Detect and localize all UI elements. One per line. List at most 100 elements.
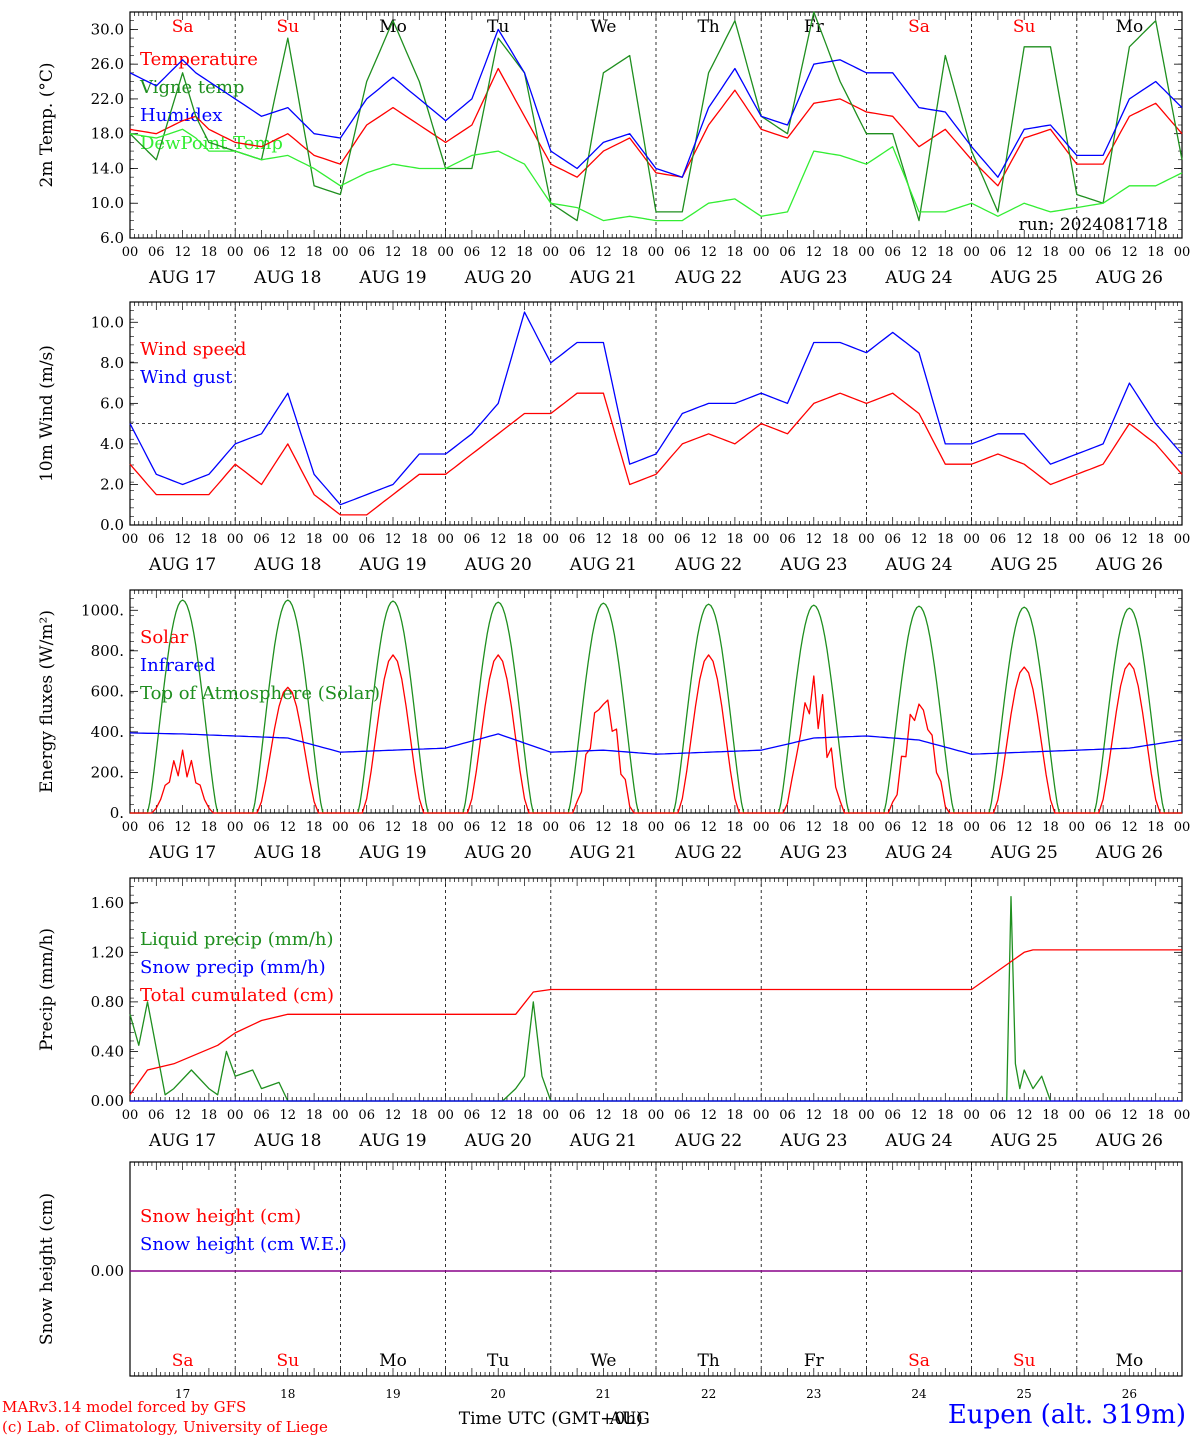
- hour-tick-label: 12: [595, 1108, 612, 1123]
- hour-tick-label: 00: [963, 245, 980, 260]
- hour-tick-label: 18: [832, 1108, 849, 1123]
- date-label: AUG 17: [148, 843, 216, 863]
- hour-tick-label: 12: [280, 532, 297, 547]
- hour-tick-label: 00: [332, 532, 349, 547]
- weekday-label: We: [590, 17, 616, 37]
- hour-tick-label: 18: [516, 1108, 533, 1123]
- hour-tick-label: 12: [700, 245, 717, 260]
- hour-tick-label: 00: [753, 1108, 770, 1123]
- hour-tick-label: 00: [648, 820, 665, 835]
- hour-tick-label: 00: [858, 1108, 875, 1123]
- y-tick-label: 2.0: [100, 475, 124, 493]
- hour-tick-label: 18: [727, 1108, 744, 1123]
- y-tick-label: 0.00: [91, 1262, 124, 1280]
- hour-tick-label: 00: [858, 820, 875, 835]
- run-label: run: 2024081718: [1019, 215, 1168, 235]
- legend-entry: Vigne temp: [139, 77, 244, 98]
- hour-tick-label: 18: [937, 1108, 954, 1123]
- hour-tick-label: 12: [1121, 532, 1138, 547]
- date-label: AUG 24: [884, 268, 952, 288]
- hour-tick-label: 18: [1042, 820, 1059, 835]
- hour-tick-label: 06: [358, 532, 375, 547]
- precip-series: [129, 895, 1052, 1102]
- y-tick-label: 6.0: [100, 394, 124, 412]
- hour-tick-label: 00: [543, 245, 560, 260]
- legend-entry: Wind speed: [140, 339, 246, 360]
- weekday-label: Th: [697, 1351, 719, 1371]
- hour-tick-label: 06: [884, 532, 901, 547]
- date-label: AUG 17: [148, 1131, 216, 1151]
- hour-tick-label: 00: [437, 820, 454, 835]
- hour-tick-label: 12: [806, 1108, 823, 1123]
- hour-tick-label: 00: [122, 532, 139, 547]
- date-label: AUG 24: [884, 843, 952, 863]
- hour-tick-label: 18: [832, 532, 849, 547]
- hour-tick-label: 18: [201, 245, 218, 260]
- y-tick-label: 400.: [91, 723, 124, 741]
- hour-tick-label: 12: [595, 820, 612, 835]
- hour-tick-label: 00: [1174, 532, 1191, 547]
- hour-tick-label: 18: [201, 532, 218, 547]
- hour-tick-label: 12: [700, 820, 717, 835]
- hour-tick-label: 06: [674, 1108, 691, 1123]
- hour-tick-label: 06: [253, 1108, 270, 1123]
- legend-entry: Total cumulated (cm): [140, 985, 334, 1006]
- date-label: AUG 19: [358, 268, 426, 288]
- y-tick-label: 14.0: [91, 159, 124, 177]
- hour-tick-label: 12: [385, 245, 402, 260]
- x-axis-title: Time UTC (GMT+0h): [459, 1409, 643, 1429]
- hour-tick-label: 12: [911, 820, 928, 835]
- hour-tick-label: 00: [1174, 1108, 1191, 1123]
- hour-tick-label: 00: [648, 245, 665, 260]
- hour-tick-label: 00: [858, 245, 875, 260]
- date-label: AUG 25: [990, 268, 1058, 288]
- hour-tick-label: 18: [727, 532, 744, 547]
- hour-tick-label: 18: [306, 820, 323, 835]
- hour-tick-label: 18: [727, 820, 744, 835]
- hour-tick-label: 18: [1042, 245, 1059, 260]
- hour-tick-label: 12: [385, 820, 402, 835]
- y-tick-label: 4.0: [100, 435, 124, 453]
- day-number: 25: [1017, 1387, 1032, 1401]
- hour-tick-label: 06: [884, 820, 901, 835]
- y-tick-label: 22.0: [91, 90, 124, 108]
- hour-tick-label: 00: [332, 245, 349, 260]
- day-number: 26: [1122, 1387, 1137, 1401]
- hour-tick-label: 06: [884, 245, 901, 260]
- hour-tick-label: 06: [148, 532, 165, 547]
- hour-tick-label: 06: [464, 820, 481, 835]
- hour-tick-label: 12: [280, 820, 297, 835]
- hour-tick-label: 12: [1016, 1108, 1033, 1123]
- hour-tick-label: 18: [201, 820, 218, 835]
- hour-tick-label: 00: [1069, 820, 1086, 835]
- date-label: AUG 17: [148, 555, 216, 575]
- y-tick-label: 0.80: [91, 993, 124, 1011]
- hour-tick-label: 18: [832, 245, 849, 260]
- day-number: 19: [385, 1387, 400, 1401]
- weekday-label: Th: [697, 17, 719, 37]
- hour-tick-label: 06: [779, 245, 796, 260]
- hour-tick-label: 12: [595, 245, 612, 260]
- hour-tick-label: 18: [727, 245, 744, 260]
- hour-tick-label: 00: [1069, 245, 1086, 260]
- y-tick-label: 8.0: [100, 354, 124, 372]
- legend-entry: Infrared: [140, 655, 215, 676]
- station-name: Eupen (alt. 319m): [947, 1400, 1186, 1430]
- day-number: 20: [491, 1387, 506, 1401]
- hour-tick-label: 12: [1016, 532, 1033, 547]
- hour-tick-label: 00: [122, 245, 139, 260]
- y-axis-title: Snow height (cm): [37, 1193, 57, 1345]
- hour-tick-label: 18: [306, 532, 323, 547]
- legend-entry: Temperature: [140, 49, 258, 70]
- legend-entry: Liquid precip (mm/h): [140, 929, 334, 950]
- hour-tick-label: 12: [700, 532, 717, 547]
- hour-tick-label: 06: [990, 820, 1007, 835]
- hour-tick-label: 06: [253, 532, 270, 547]
- hour-tick-label: 06: [358, 245, 375, 260]
- hour-tick-label: 00: [332, 820, 349, 835]
- date-label: AUG 25: [990, 1131, 1058, 1151]
- weekday-label: Mo: [1116, 1351, 1144, 1371]
- hour-tick-label: 18: [201, 1108, 218, 1123]
- day-number: 22: [701, 1387, 716, 1401]
